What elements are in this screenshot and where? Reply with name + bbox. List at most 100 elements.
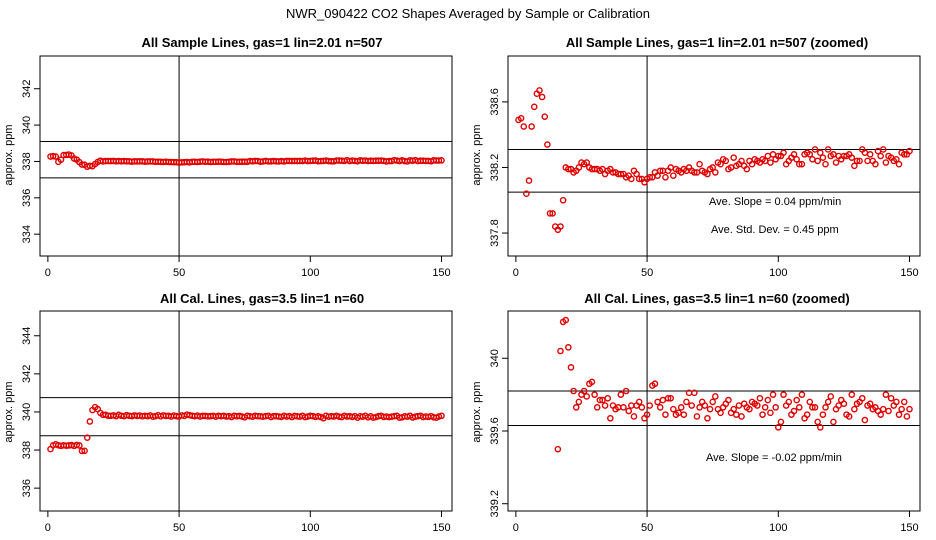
y-tick-label: 338.6 bbox=[489, 88, 501, 116]
panel-cal-lines: All Cal. Lines, gas=3.5 lin=1 n=60 appro… bbox=[3, 291, 453, 534]
data-point bbox=[643, 411, 651, 418]
data-point bbox=[900, 398, 908, 406]
data-point bbox=[704, 170, 711, 178]
x-tick-label: 0 bbox=[45, 267, 51, 279]
data-point bbox=[748, 160, 756, 168]
data-point bbox=[824, 398, 832, 406]
data-point bbox=[717, 409, 724, 417]
data-point bbox=[591, 391, 598, 398]
data-point bbox=[845, 413, 853, 420]
data-point bbox=[882, 159, 890, 166]
data-point bbox=[693, 413, 701, 420]
plot-frame bbox=[507, 310, 921, 512]
y-tick-label: 344 bbox=[21, 327, 33, 345]
data-point bbox=[575, 164, 583, 171]
data-point bbox=[565, 344, 572, 351]
data-point bbox=[538, 93, 546, 101]
data-point bbox=[557, 347, 564, 355]
y-axis-label: approx. ppm bbox=[471, 381, 483, 442]
data-point bbox=[793, 155, 800, 163]
data-point bbox=[601, 402, 609, 409]
data-point bbox=[704, 414, 711, 422]
panel-sample-lines-zoomed: All Sample Lines, gas=1 lin=2.01 n=507 (… bbox=[471, 35, 921, 279]
data-point bbox=[593, 404, 601, 411]
data-point bbox=[557, 223, 564, 230]
y-tick-label: 338.2 bbox=[489, 154, 501, 182]
figure-title: NWR_090422 CO2 Shapes Averaged by Sample… bbox=[286, 6, 650, 21]
data-point bbox=[790, 407, 798, 415]
data-point bbox=[701, 402, 709, 409]
data-point bbox=[717, 160, 724, 168]
data-point bbox=[830, 418, 837, 426]
x-tick-label: 150 bbox=[432, 522, 450, 534]
data-point bbox=[853, 157, 861, 165]
x-tick-label: 50 bbox=[173, 522, 185, 534]
data-point bbox=[895, 160, 903, 168]
plot-frame bbox=[507, 55, 921, 257]
data-point bbox=[583, 159, 591, 166]
data-point bbox=[683, 398, 690, 406]
data-point bbox=[677, 404, 685, 411]
data-point bbox=[696, 160, 703, 168]
data-point bbox=[588, 378, 596, 386]
data-point bbox=[646, 402, 654, 409]
data-point bbox=[822, 160, 829, 168]
data-point bbox=[706, 405, 714, 413]
data-point bbox=[906, 147, 913, 155]
data-point bbox=[664, 394, 672, 402]
data-point bbox=[756, 394, 764, 402]
x-tick-label: 100 bbox=[301, 267, 319, 279]
data-point bbox=[625, 407, 633, 415]
data-point bbox=[656, 167, 664, 175]
data-point bbox=[617, 170, 625, 178]
data-point bbox=[604, 394, 612, 402]
data-point bbox=[617, 391, 625, 398]
data-point bbox=[795, 160, 803, 168]
plot-frame bbox=[39, 310, 453, 512]
data-point bbox=[882, 391, 890, 398]
data-point bbox=[872, 160, 879, 168]
data-point bbox=[572, 404, 580, 411]
plot-frame bbox=[39, 55, 453, 257]
data-point bbox=[903, 413, 911, 420]
panel-title: All Cal. Lines, gas=3.5 lin=1 n=60 (zoom… bbox=[584, 291, 850, 306]
data-point bbox=[767, 409, 774, 417]
panel-sample-lines: All Sample Lines, gas=1 lin=2.01 n=507 a… bbox=[3, 35, 453, 279]
y-axis-label: approx. ppm bbox=[3, 124, 15, 185]
data-point bbox=[877, 411, 884, 418]
panel-title: All Sample Lines, gas=1 lin=2.01 n=507 (… bbox=[566, 35, 868, 50]
data-point bbox=[525, 177, 533, 184]
data-point bbox=[774, 424, 782, 431]
data-point bbox=[536, 87, 543, 94]
data-point bbox=[856, 157, 863, 165]
annotation-text: Ave. Slope = 0.04 ppm/min bbox=[709, 196, 841, 208]
data-point bbox=[688, 402, 695, 409]
data-point bbox=[81, 447, 88, 455]
data-point bbox=[656, 404, 664, 411]
data-point bbox=[709, 164, 716, 171]
data-point bbox=[780, 149, 787, 157]
data-point bbox=[816, 424, 824, 431]
y-tick-label: 336 bbox=[21, 479, 33, 497]
data-point bbox=[866, 151, 874, 158]
data-point bbox=[738, 157, 745, 165]
data-point bbox=[638, 404, 646, 411]
data-point bbox=[866, 400, 874, 408]
data-point bbox=[785, 398, 793, 406]
data-point bbox=[52, 153, 60, 160]
data-point bbox=[646, 174, 654, 181]
data-point bbox=[777, 418, 785, 426]
x-tick-label: 50 bbox=[641, 522, 653, 534]
data-point bbox=[725, 396, 732, 404]
data-point bbox=[73, 441, 81, 449]
x-tick-label: 50 bbox=[173, 267, 185, 279]
data-point bbox=[814, 418, 821, 426]
y-axis-label: approx. ppm bbox=[3, 381, 15, 442]
data-point bbox=[635, 175, 643, 183]
data-point bbox=[885, 407, 892, 415]
x-tick-label: 100 bbox=[769, 267, 787, 279]
data-point bbox=[628, 175, 635, 183]
x-tick-label: 0 bbox=[513, 267, 519, 279]
data-point bbox=[730, 154, 737, 161]
